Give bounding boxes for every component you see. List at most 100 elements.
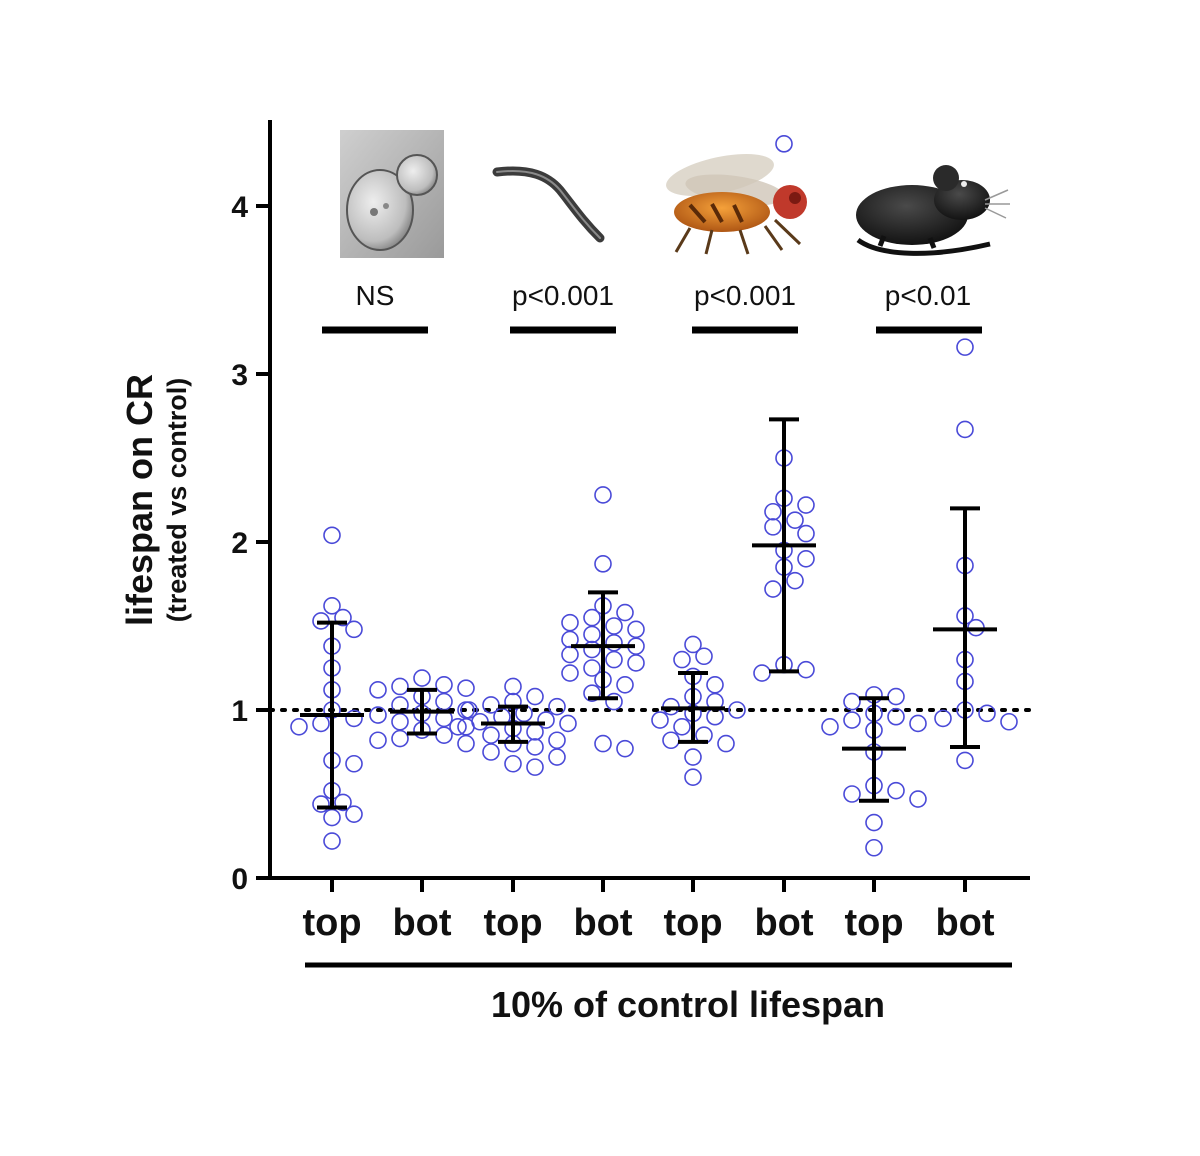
data-point [673, 650, 691, 669]
data-point [956, 751, 974, 770]
data-point [345, 754, 363, 773]
data-point [290, 717, 308, 736]
data-point [797, 660, 815, 679]
y-tick-label: 2 [231, 527, 248, 560]
data-point [616, 603, 634, 622]
data-point [548, 731, 566, 750]
data-point [605, 633, 623, 652]
data-point [843, 785, 861, 803]
x-axis-label: 10% of control lifespan [491, 984, 885, 1025]
data-point [956, 420, 974, 439]
yeast-icon [340, 130, 444, 258]
data-point [651, 711, 669, 729]
fly-icon [666, 154, 807, 255]
y-tick-label: 4 [231, 191, 248, 224]
y-tick-label: 1 [231, 695, 248, 728]
data-point [435, 726, 453, 745]
data-point [978, 704, 996, 723]
data-point [504, 677, 522, 696]
axes: 0 1 2 3 4 [231, 120, 1030, 896]
data-point [605, 617, 623, 635]
data-point [482, 726, 500, 745]
data-point [457, 734, 475, 753]
data-point [865, 813, 883, 832]
data-point [526, 687, 544, 706]
data-point [797, 524, 815, 543]
data-point [956, 338, 974, 356]
data-point [865, 838, 883, 857]
data-point [887, 687, 905, 706]
significance-labels: NS p<0.001 p<0.001 p<0.01 [356, 280, 972, 311]
data-point [594, 734, 612, 753]
data-point [537, 711, 555, 729]
data-point [334, 608, 352, 627]
data-point [323, 597, 341, 615]
data-point [345, 805, 363, 823]
x-tick-label: bot [935, 902, 994, 944]
data-point [786, 511, 804, 529]
data-point [684, 768, 702, 787]
x-tick-labels: top bot top bot top bot top bot [302, 902, 994, 944]
data-point [548, 697, 566, 716]
data-point [391, 677, 409, 696]
x-tick-label: bot [392, 902, 451, 944]
data-point [605, 692, 623, 711]
data-point [583, 608, 601, 627]
data-point [561, 630, 579, 649]
data-point [345, 709, 363, 728]
data-point [786, 571, 804, 590]
data-point [717, 734, 735, 753]
mouse-icon [856, 165, 1010, 256]
data-point [616, 675, 634, 694]
data-point [413, 669, 431, 687]
y-axis-label: lifespan on CR [119, 374, 160, 626]
significance-label-fly: p<0.001 [694, 280, 796, 311]
data-point [843, 711, 861, 729]
data-point [821, 717, 839, 736]
data-point [583, 625, 601, 644]
data-point [627, 654, 645, 672]
data-point [435, 675, 453, 694]
x-tick-label: top [483, 902, 542, 944]
data-point [435, 692, 453, 711]
data-point [561, 664, 579, 682]
data-point [843, 692, 861, 711]
data-point [583, 659, 601, 677]
data-point [728, 701, 746, 719]
data-point [391, 729, 409, 748]
data-point [460, 701, 478, 719]
data-point [482, 743, 500, 761]
data-point [457, 679, 475, 697]
data-point [312, 795, 330, 813]
data-point [504, 754, 522, 773]
x-tick-label: top [302, 902, 361, 944]
y-tick-label: 3 [231, 359, 248, 392]
data-point [345, 620, 363, 639]
y-axis-title: lifespan on CR (treated vs control) [119, 374, 192, 626]
x-tick-label: top [663, 902, 722, 944]
data-point [627, 620, 645, 639]
data-point [684, 748, 702, 766]
data-point [323, 526, 341, 545]
data-point [583, 684, 601, 703]
data-point [391, 712, 409, 731]
data-point [334, 793, 352, 812]
data-point [706, 675, 724, 694]
data-point [526, 723, 544, 741]
data-point [616, 739, 634, 758]
significance-label-yeast: NS [356, 280, 395, 311]
data-point [323, 808, 341, 827]
data-point [684, 635, 702, 654]
x-tick-label: bot [754, 902, 813, 944]
data-point [369, 731, 387, 750]
data-point [605, 650, 623, 669]
data-point [673, 717, 691, 736]
worm-icon [492, 166, 605, 243]
data-point [764, 518, 782, 536]
y-axis-sublabel: (treated vs control) [162, 378, 192, 623]
data-point [887, 781, 905, 800]
data-point [909, 714, 927, 733]
data-point [909, 790, 927, 808]
data-point [369, 681, 387, 699]
data-point [561, 645, 579, 664]
